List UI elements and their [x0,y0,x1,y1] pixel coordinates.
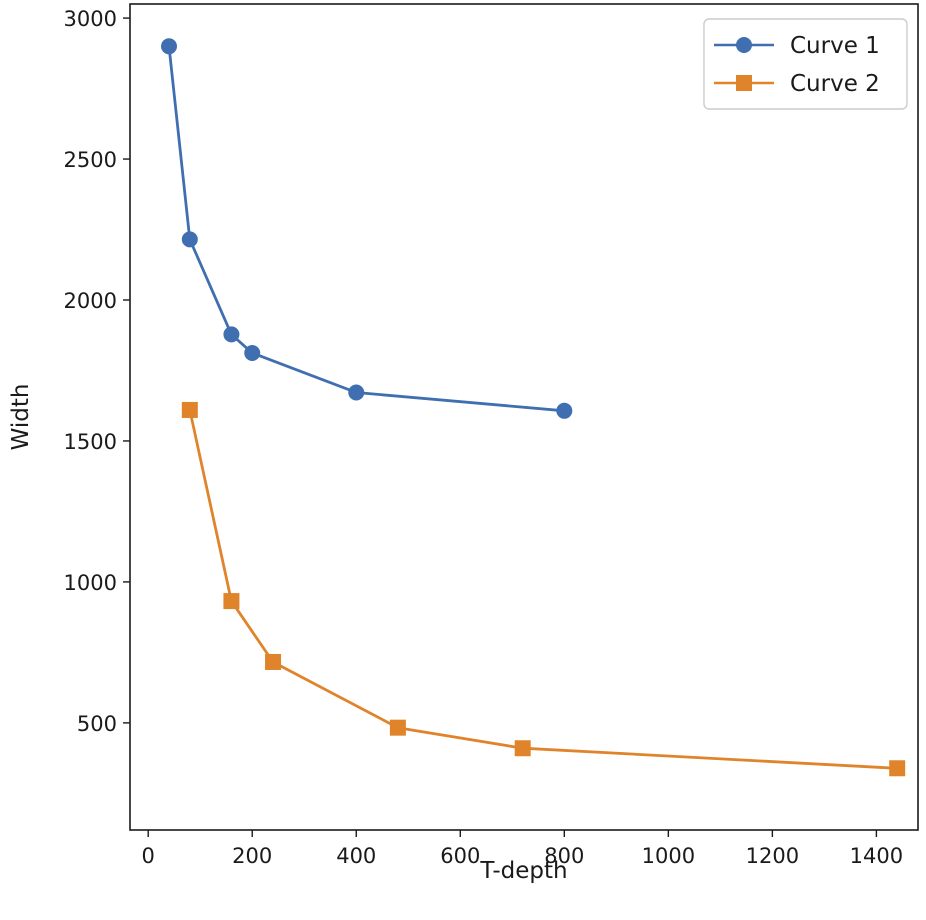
x-tick-label: 1200 [746,844,799,868]
data-point [556,402,573,419]
legend: Curve 1 Curve 2 [703,18,908,110]
x-axis-label: T-depth [479,858,567,884]
x-tick-label: 800 [544,844,584,868]
x-axis: 0 200 400 600 800 1000 1200 1400 [142,830,903,868]
data-point [244,345,261,362]
data-point [161,38,178,55]
x-tick-label: 200 [232,844,272,868]
legend-box [703,18,908,110]
legend-label-curve-1: Curve 1 [790,33,880,59]
y-tick-label: 2500 [64,148,117,172]
legend-marker-square [736,75,752,91]
data-point [389,719,406,736]
y-axis-label: Width [8,384,34,451]
plot-area [161,38,906,777]
data-point [181,401,198,418]
data-point [514,740,531,757]
x-tick-label: 400 [336,844,376,868]
x-tick-label: 1400 [850,844,903,868]
data-point [223,326,240,343]
x-tick-label: 600 [440,844,480,868]
data-point [181,231,198,248]
y-tick-label: 2000 [64,289,117,313]
legend-label-curve-2: Curve 2 [790,71,880,97]
legend-marker-circle [736,37,752,53]
y-tick-label: 3000 [64,7,117,31]
series-line [188,409,898,770]
plot-frame [129,3,919,831]
y-tick-label: 1500 [64,430,117,454]
legend-entry-curve-2: Curve 2 [714,71,880,97]
data-point [265,653,282,670]
series-curve-2 [181,401,906,777]
y-tick-label: 500 [77,712,117,736]
series-line [167,46,565,413]
x-tick-label: 0 [142,844,155,868]
data-point [348,384,365,401]
data-point [223,593,240,610]
y-axis: 500 1000 1500 2000 2500 3000 [64,7,130,736]
legend-entry-curve-1: Curve 1 [714,33,880,59]
x-tick-label: 1000 [642,844,695,868]
y-tick-label: 1000 [64,571,117,595]
series-curve-1 [161,38,573,419]
data-point [889,760,906,777]
